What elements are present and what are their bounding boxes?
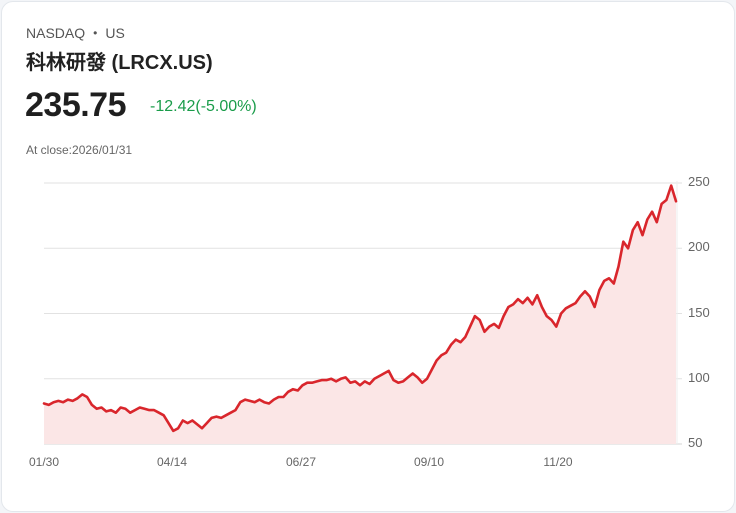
- x-tick-label: 04/14: [156, 455, 188, 469]
- y-tick-label: 250: [688, 174, 710, 189]
- exchange-label: NASDAQ: [26, 25, 86, 41]
- price-line: [42, 184, 678, 433]
- price-area-fill: [44, 185, 676, 444]
- separator-dot: •: [93, 26, 98, 40]
- x-tick-label: 01/30: [28, 455, 60, 469]
- y-tick-label: 200: [688, 239, 710, 255]
- x-tick-label: 06/27: [285, 455, 317, 469]
- close-timestamp: At close:2026/01/31: [26, 143, 133, 157]
- price-change: -12.42(-5.00%): [150, 98, 257, 115]
- y-tick-label: 150: [688, 304, 710, 320]
- stock-title: 科林研發 (LRCX.US): [26, 52, 213, 74]
- x-tick-label: 09/10: [413, 455, 445, 469]
- exchange-info: NASDAQ • US: [26, 25, 125, 41]
- region-label: US: [105, 25, 125, 41]
- y-tick-label: 100: [688, 369, 710, 385]
- y-tick-label: 50: [688, 435, 703, 450]
- current-price: 235.75: [25, 86, 127, 124]
- x-tick-label: 11/20: [543, 455, 573, 469]
